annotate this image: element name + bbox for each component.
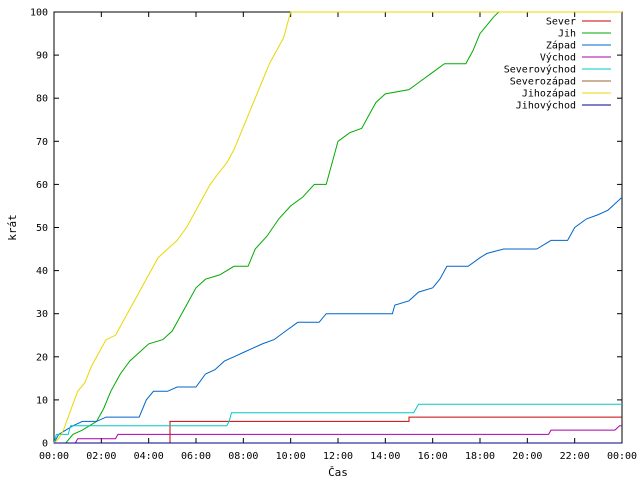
y-axis-label: krát (6, 214, 19, 241)
x-tick-label: 16:00 (418, 451, 448, 462)
series-line-jih (54, 11, 622, 444)
legend-label: Jihovýchod (516, 100, 576, 112)
y-tick-label: 40 (36, 266, 48, 277)
grid: 0 10 20 30 40 50 60 70 80 90 100 00:00 02:00 04:00 06:… (30, 8, 637, 463)
y-tick-label: 90 (36, 51, 48, 62)
y-tick-label: 20 (36, 352, 48, 363)
y-tick-label: 100 (30, 8, 48, 19)
x-tick-label: 18:00 (465, 451, 495, 462)
y-tick-label: 70 (36, 137, 48, 148)
legend-label: Severozápad (510, 76, 576, 88)
y-tick-label: 10 (36, 395, 48, 406)
x-tick-label: 12:00 (323, 451, 353, 462)
series-line-severovýchod (53, 403, 622, 444)
series-line-východ (54, 425, 622, 444)
y-tick-label: 0 (42, 439, 48, 450)
y-tick-label: 50 (36, 223, 48, 234)
legend-label: Jihozápad (522, 88, 576, 100)
series-line-jihozápad (53, 11, 622, 444)
x-tick-label: 14:00 (370, 451, 400, 462)
legend-label: Sever (546, 17, 576, 28)
x-tick-label: 00:00 (39, 451, 69, 462)
x-tick-label: 00:00 (607, 451, 637, 462)
x-tick-label: 08:00 (228, 451, 258, 462)
legend: SeverJihZápadVýchodSeverovýchodSeverozáp… (504, 17, 611, 112)
x-tick-label: 04:00 (134, 451, 164, 462)
y-tick-label: 60 (36, 180, 48, 191)
series-group (53, 11, 623, 444)
y-tick-label: 80 (36, 94, 48, 105)
legend-label: Severovýchod (504, 64, 576, 76)
y-tick-label: 30 (36, 309, 48, 320)
x-axis-label: Čas (328, 466, 348, 479)
x-tick-label: 06:00 (181, 451, 211, 462)
legend-label: Východ (540, 52, 576, 64)
legend-label: Západ (546, 40, 576, 52)
x-tick-label: 10:00 (276, 451, 306, 462)
series-line-západ (53, 196, 623, 444)
x-tick-label: 22:00 (560, 451, 590, 462)
x-tick-label: 20:00 (512, 451, 542, 462)
legend-label: Jih (558, 29, 576, 40)
x-tick-label: 02:00 (86, 451, 116, 462)
